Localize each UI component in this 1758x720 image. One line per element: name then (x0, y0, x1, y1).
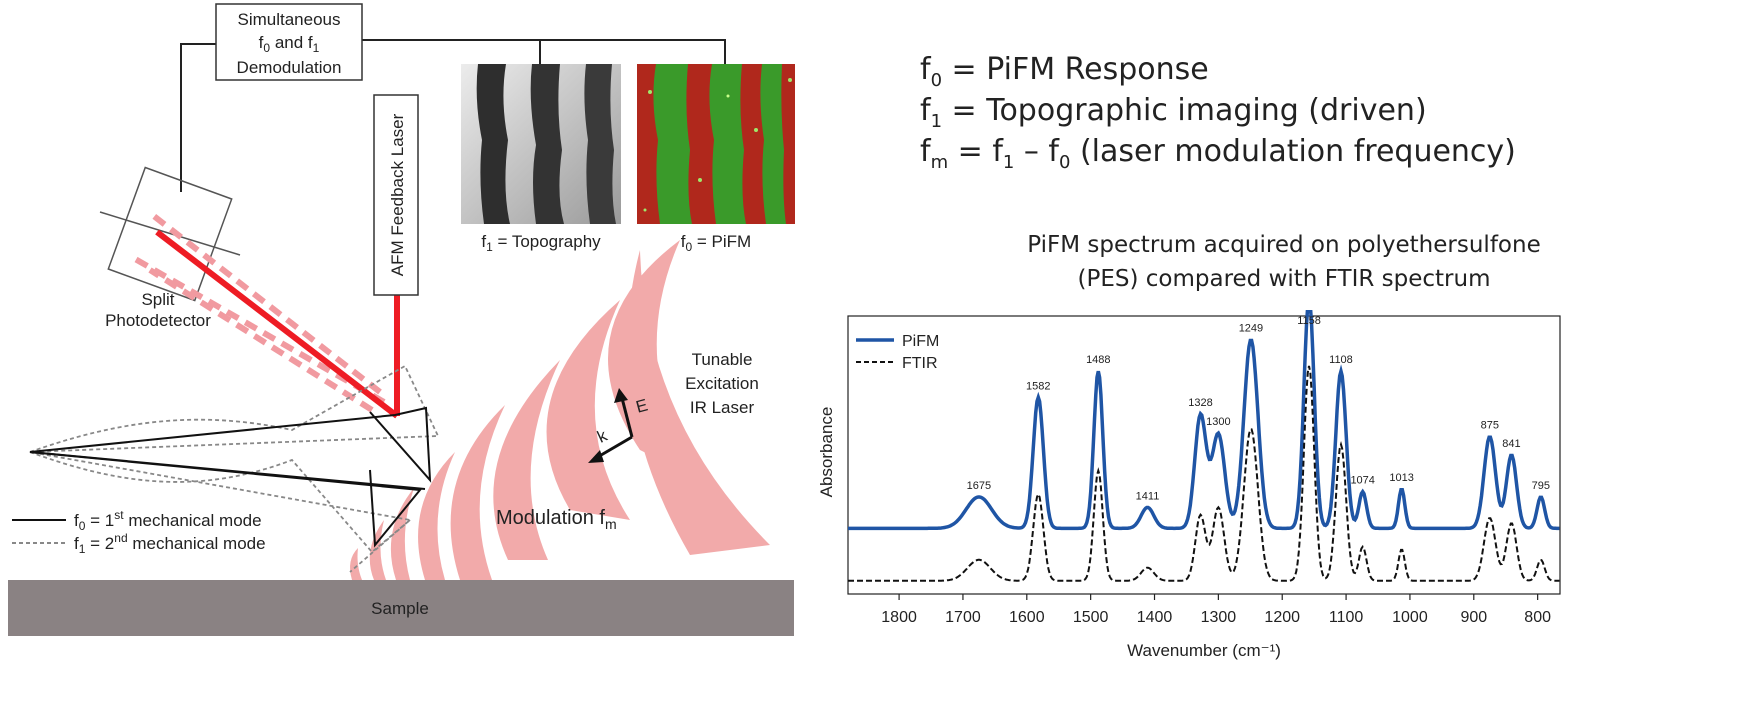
spectrum-chart: 1800 1700 1600 1500 1400 1300 1200 1100 1000 900 8… (817, 310, 1561, 660)
peak-label: 875 (1481, 420, 1499, 432)
demod-line-1: Simultaneous (237, 10, 340, 29)
peak-label: 1158 (1297, 315, 1321, 327)
k-e-vectors (588, 388, 634, 463)
x-tick-label: 1200 (1264, 609, 1300, 626)
legend-mode2: f1 = 2nd mechanical mode (74, 531, 266, 556)
demodulation-box (215, 3, 363, 81)
photodetector-label-2: Photodetector (105, 311, 211, 330)
x-tick-label: 1700 (945, 609, 981, 626)
series-ftir-line (848, 365, 1560, 582)
reflected-laser-beam (155, 229, 399, 419)
equation-f0: f0 = PiFM Response (920, 52, 1209, 91)
cantilever-mode-2 (29, 364, 440, 573)
pifm-image (637, 64, 795, 224)
sample-stage (8, 580, 794, 636)
topography-image (461, 64, 621, 224)
peak-label: 1013 (1389, 472, 1413, 484)
x-axis-label: Wavenumber (cm⁻¹) (1127, 641, 1281, 660)
spectrum-caption-line-2: (PES) compared with FTIR spectrum (1077, 266, 1491, 292)
legend-pifm-label: PiFM (902, 333, 939, 350)
peak-label: 841 (1502, 438, 1520, 450)
ir-laser-label-3: IR Laser (690, 398, 755, 417)
x-tick-label: 900 (1460, 609, 1487, 626)
afm-laser-label: AFM Feedback Laser (388, 113, 407, 276)
peak-label: 1328 (1188, 397, 1212, 409)
x-tick-label: 1500 (1073, 609, 1109, 626)
x-tick-label: 800 (1524, 609, 1551, 626)
mode-legend: f0 = 1st mechanical mode f1 = 2nd mechan… (12, 508, 266, 556)
peak-label: 1300 (1206, 416, 1230, 428)
demod-line-3: Demodulation (237, 58, 342, 77)
wire-to-images (362, 39, 726, 64)
peak-label: 1108 (1329, 354, 1353, 366)
legend-mode1: f0 = 1st mechanical mode (74, 508, 262, 533)
peak-label: 1411 (1136, 490, 1160, 502)
afm-feedback-laser-box (373, 94, 419, 296)
peak-label: 1582 (1026, 380, 1050, 392)
split-photodetector (99, 166, 241, 302)
x-tick-label: 1300 (1201, 609, 1237, 626)
equation-f1: f1 = Topographic imaging (driven) (920, 93, 1427, 132)
cantilever-mode-1 (29, 406, 432, 548)
reflected-beams (128, 210, 386, 413)
peak-label: 1488 (1086, 354, 1110, 366)
peak-label: 1249 (1239, 323, 1263, 335)
plot-frame (847, 315, 1561, 595)
y-axis-label: Absorbance (817, 407, 836, 498)
legend-ftir-label: FTIR (902, 355, 938, 372)
peak-label: 1074 (1350, 475, 1374, 487)
ir-wavefronts (350, 240, 770, 580)
demod-line-2: f0 and f1 (259, 33, 320, 55)
peak-label: 795 (1532, 480, 1550, 492)
x-tick-label: 1400 (1137, 609, 1173, 626)
x-tick-label: 1800 (881, 609, 917, 626)
peak-label: 1675 (967, 480, 991, 492)
sample-label: Sample (371, 599, 429, 618)
e-vector-label: E (634, 395, 650, 416)
chart-legend: PiFM FTIR (856, 333, 939, 372)
equation-fm: fm = f1 – f0 (laser modulation frequency… (920, 134, 1516, 173)
pifm-setup-diagram: Simultaneous f0 and f1 Demodulation f1 =… (8, 3, 795, 636)
x-tick-label: 1100 (1329, 609, 1364, 626)
demodulation-unit: Simultaneous f0 and f1 Demodulation (180, 3, 726, 192)
spectrum-caption-line-1: PiFM spectrum acquired on polyethersulfo… (1027, 232, 1541, 258)
ir-laser-label-2: Excitation (685, 374, 759, 393)
wire-to-photodetector (180, 43, 216, 192)
right-panel: f0 = PiFM Response f1 = Topographic imag… (810, 0, 1758, 720)
x-tick-label: 1000 (1392, 609, 1428, 626)
x-tick-label: 1600 (1009, 609, 1045, 626)
series-pifm-line (848, 310, 1560, 531)
topography-caption: f1 = Topography (481, 232, 601, 254)
photodetector-label-1: Split (141, 290, 174, 309)
ir-laser-label-1: Tunable (692, 350, 753, 369)
pifm-caption: f0 = PiFM (681, 232, 751, 254)
modulation-label: Modulation fm (496, 507, 617, 532)
